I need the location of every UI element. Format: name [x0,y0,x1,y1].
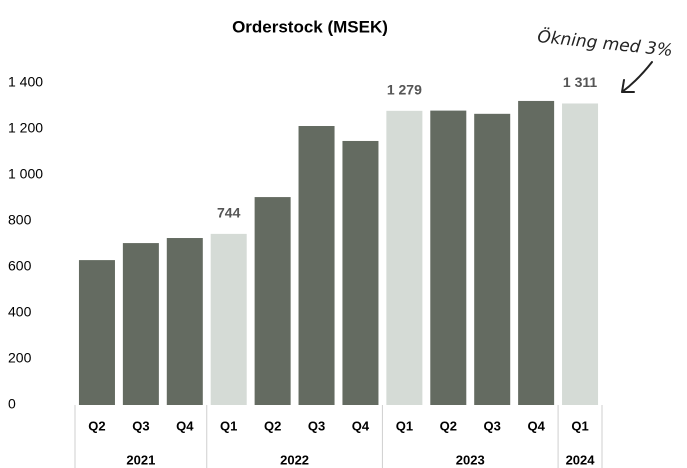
chart-title: Orderstock (MSEK) [232,17,388,36]
data-label: 1 311 [563,74,597,90]
annotation: Ökning med 3% [536,25,673,61]
y-tick-label: 400 [8,304,32,320]
x-tick-label: Q2 [88,418,105,433]
x-tick-label: Q4 [176,418,194,433]
bar [166,238,203,405]
x-tick-label: Q1 [396,418,413,433]
bar [562,103,599,405]
bar [342,140,379,405]
annotation-arrow [621,61,653,93]
y-tick-label: 600 [8,258,32,274]
bar [298,126,335,405]
x-tick-label: Q3 [308,418,325,433]
data-label: 744 [217,205,241,221]
group-label: 2023 [456,452,485,467]
group-label: 2024 [566,452,596,467]
group-label: 2022 [280,452,309,467]
bar [210,233,247,405]
x-tick-label: Q1 [571,418,588,433]
y-tick-label: 1 000 [8,166,43,182]
bar [78,260,115,405]
y-tick-label: 1 400 [8,74,43,90]
data-label: 1 279 [387,82,422,98]
bar [430,110,467,405]
x-tick-label: Q2 [440,418,457,433]
x-tick-label: Q3 [132,418,149,433]
y-tick-label: 0 [8,396,16,412]
bar [518,100,555,405]
bar [386,110,423,405]
x-tick-label: Q4 [352,418,370,433]
group-label: 2021 [126,452,155,467]
y-tick-label: 800 [8,212,32,228]
y-tick-label: 200 [8,350,32,366]
y-tick-label: 1 200 [8,120,43,136]
x-tick-label: Q1 [220,418,237,433]
x-tick-label: Q2 [264,418,281,433]
x-tick-label: Q3 [484,418,501,433]
bar [122,243,159,405]
bar [254,197,291,405]
bar [474,113,511,405]
x-tick-label: Q4 [527,418,545,433]
